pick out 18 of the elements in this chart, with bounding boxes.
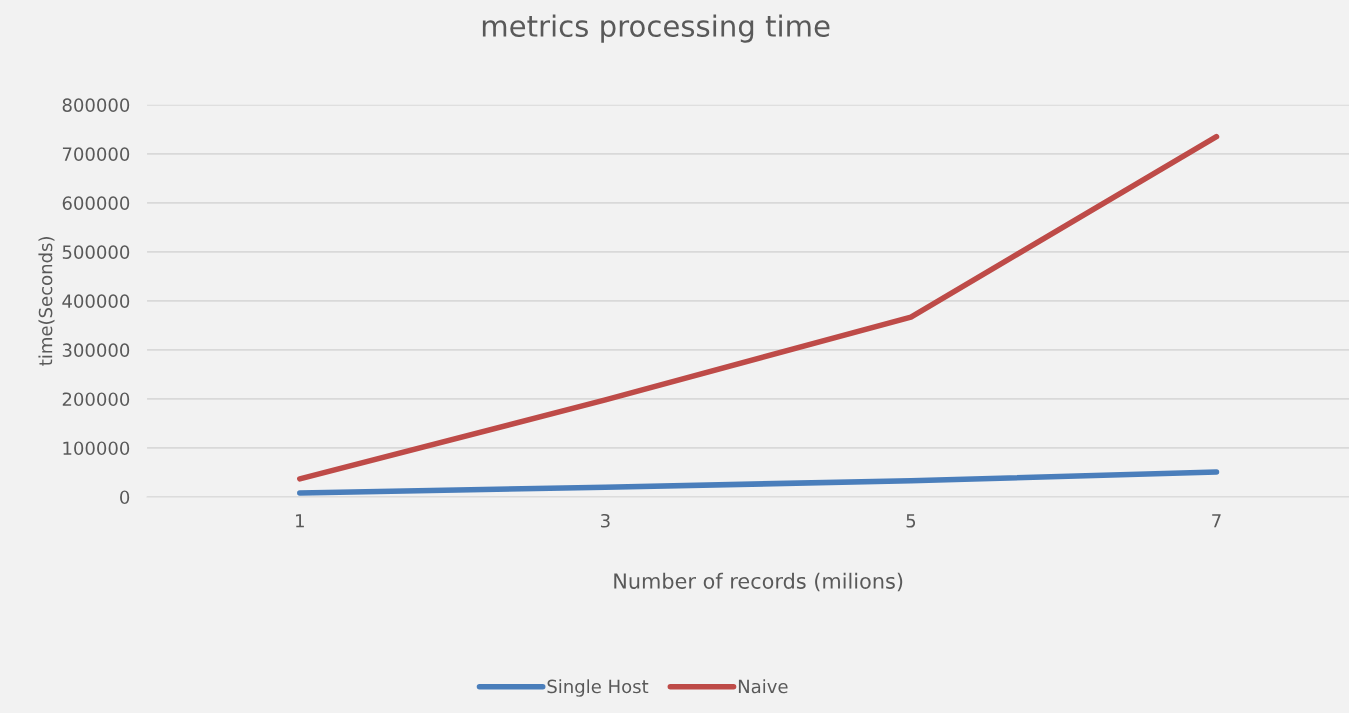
x-tick-label: 5 bbox=[906, 514, 916, 528]
y-tick-label: 200000 bbox=[62, 392, 130, 407]
y-tick-label: 700000 bbox=[62, 147, 130, 161]
y-tick-label: 800000 bbox=[62, 98, 130, 112]
legend-label: Single Host bbox=[547, 679, 649, 697]
y-axis-title: time(Seconds) bbox=[38, 237, 55, 366]
chart-title: metrics processing time bbox=[482, 14, 830, 43]
y-tick-label: 400000 bbox=[62, 294, 130, 308]
x-tick-label: 7 bbox=[1212, 514, 1221, 528]
y-tick-label: 300000 bbox=[62, 343, 130, 358]
x-axis-title: Number of records (milions) bbox=[614, 572, 903, 592]
y-tick-label: 500000 bbox=[62, 245, 130, 259]
y-tick-label: 100000 bbox=[63, 441, 130, 456]
x-tick-label: 3 bbox=[601, 513, 610, 528]
x-tick-label: 1 bbox=[296, 514, 304, 528]
legend-label: Naive bbox=[738, 679, 788, 694]
y-tick-label: 0 bbox=[120, 490, 130, 505]
y-tick-label: 600000 bbox=[62, 196, 130, 210]
